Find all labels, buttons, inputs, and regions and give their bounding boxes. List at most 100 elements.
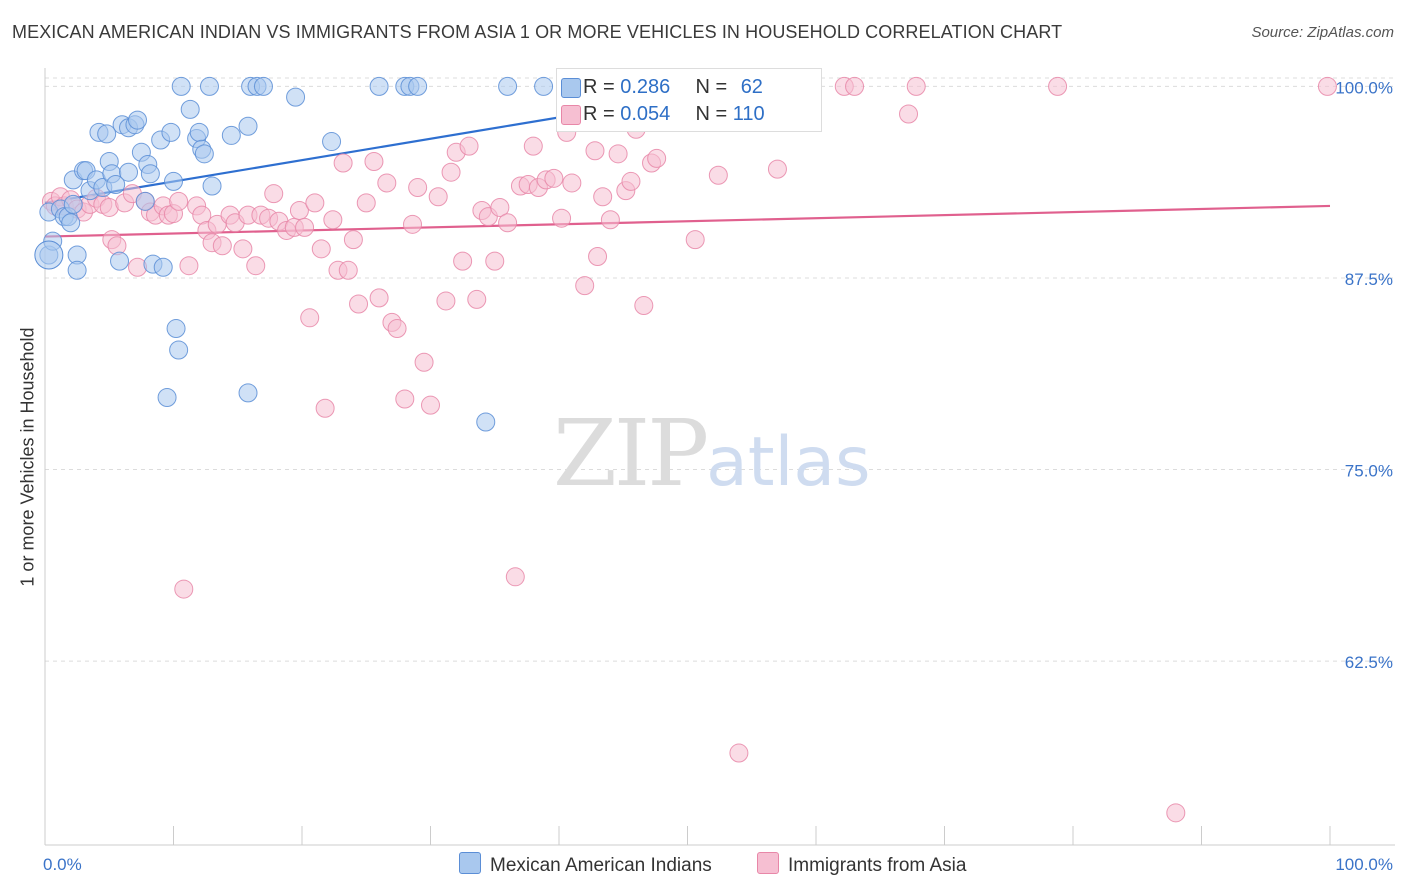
point-mexican-american-indians: [322, 132, 342, 152]
point-mexican-american-indians: [498, 76, 518, 96]
point-immigrants-from-asia: [647, 148, 667, 168]
point-immigrants-from-asia: [575, 276, 595, 296]
point-immigrants-from-asia: [233, 239, 253, 259]
point-immigrants-from-asia: [246, 256, 266, 276]
point-immigrants-from-asia: [459, 136, 479, 156]
point-immigrants-from-asia: [315, 398, 335, 418]
n-value: 62: [740, 76, 763, 98]
point-immigrants-from-asia: [369, 288, 389, 308]
point-immigrants-from-asia: [490, 197, 510, 217]
point-mexican-american-indians: [110, 251, 130, 271]
legend-item-mexican-american-indians[interactable]: Mexican American Indians: [459, 852, 712, 877]
point-immigrants-from-asia: [453, 251, 473, 271]
point-mexican-american-indians: [169, 340, 189, 360]
legend-label: Immigrants from Asia: [788, 855, 967, 876]
point-immigrants-from-asia: [485, 251, 505, 271]
point-immigrants-from-asia: [1166, 803, 1186, 823]
point-immigrants-from-asia: [523, 136, 543, 156]
point-immigrants-from-asia: [343, 230, 363, 250]
point-immigrants-from-asia: [349, 294, 369, 314]
point-mexican-american-indians: [202, 176, 222, 196]
data-points: [34, 76, 1337, 823]
point-immigrants-from-asia: [585, 141, 605, 161]
point-immigrants-from-asia: [305, 193, 325, 213]
point-mexican-american-indians: [369, 76, 389, 96]
point-immigrants-from-asia: [128, 257, 148, 277]
watermark-zip: ZIP: [553, 400, 709, 507]
stats-legend: R = 0.286 N = 62 R = 0.054 N = 110: [556, 68, 822, 132]
source-label: Source: ZipAtlas.com: [1251, 24, 1394, 41]
legend-label: Mexican American Indians: [490, 855, 712, 876]
point-immigrants-from-asia: [421, 395, 440, 415]
point-mexican-american-indians: [476, 412, 496, 432]
tick-labels: 62.5% 75.0% 87.5% 100.0% 0.0% 100.0%: [43, 78, 1393, 874]
point-mexican-american-indians: [61, 213, 81, 233]
legend-item-immigrants-from-asia[interactable]: Immigrants from Asia: [757, 852, 966, 877]
n-value: 110: [732, 103, 765, 125]
point-mexican-american-indians: [164, 171, 183, 191]
point-immigrants-from-asia: [364, 151, 384, 171]
point-mexican-american-indians: [238, 383, 258, 403]
x-tick-label: 0.0%: [43, 855, 82, 874]
r-value: 0.054: [620, 103, 671, 125]
point-immigrants-from-asia: [264, 184, 284, 204]
y-axis-label: 1 or more Vehicles in Household: [17, 327, 38, 587]
point-mexican-american-indians: [194, 144, 214, 164]
point-mexican-american-indians: [119, 162, 139, 182]
gridlines: [45, 77, 1395, 662]
point-mexican-american-indians: [97, 124, 117, 144]
r-label: R =: [583, 76, 615, 98]
r-value: 0.286: [620, 76, 671, 98]
y-tick-label: 100.0%: [1335, 78, 1393, 97]
point-mexican-american-indians: [157, 387, 177, 407]
point-immigrants-from-asia: [1048, 76, 1068, 96]
point-immigrants-from-asia: [338, 260, 358, 280]
point-mexican-american-indians: [135, 191, 155, 211]
point-immigrants-from-asia: [387, 319, 407, 339]
point-immigrants-from-asia: [295, 217, 315, 237]
point-immigrants-from-asia: [708, 165, 728, 185]
point-mexican-american-indians: [140, 164, 160, 184]
point-immigrants-from-asia: [414, 352, 434, 372]
point-immigrants-from-asia: [428, 187, 448, 207]
stats-row-immigrants-from-asia: R = 0.054 N = 110: [561, 103, 765, 126]
point-immigrants-from-asia: [767, 159, 787, 179]
n-label: N =: [695, 76, 728, 98]
legend-swatch-blue: [459, 852, 481, 874]
point-immigrants-from-asia: [588, 247, 608, 267]
point-immigrants-from-asia: [441, 162, 461, 182]
point-immigrants-from-asia: [593, 187, 613, 207]
point-mexican-american-indians: [180, 99, 200, 119]
point-immigrants-from-asia: [436, 291, 456, 311]
y-tick-label: 62.5%: [1345, 653, 1393, 672]
point-mexican-american-indians: [153, 257, 173, 277]
point-mexican-american-indians: [67, 260, 87, 280]
point-immigrants-from-asia: [552, 208, 572, 228]
point-immigrants-from-asia: [179, 256, 199, 276]
swatch-pink: [561, 105, 581, 125]
point-mexican-american-indians: [106, 174, 126, 194]
y-tick-label: 87.5%: [1345, 270, 1393, 289]
point-immigrants-from-asia: [845, 76, 865, 96]
point-immigrants-from-asia: [621, 171, 641, 191]
point-mexican-american-indians: [534, 76, 554, 96]
point-immigrants-from-asia: [729, 743, 749, 763]
point-immigrants-from-asia: [608, 144, 628, 164]
legend-swatch-pink: [757, 852, 779, 874]
point-immigrants-from-asia: [899, 104, 919, 124]
point-mexican-american-indians: [286, 87, 306, 107]
point-immigrants-from-asia: [498, 213, 518, 233]
r-label: R =: [583, 103, 615, 125]
point-immigrants-from-asia: [408, 178, 428, 198]
trend-line-immigrants-from-asia: [44, 204, 1331, 238]
point-mexican-american-indians: [63, 194, 83, 214]
chart-title: MEXICAN AMERICAN INDIAN VS IMMIGRANTS FR…: [12, 22, 1063, 42]
point-immigrants-from-asia: [600, 210, 620, 230]
point-immigrants-from-asia: [212, 236, 232, 256]
point-immigrants-from-asia: [311, 239, 331, 259]
point-immigrants-from-asia: [906, 76, 926, 96]
point-immigrants-from-asia: [323, 210, 343, 230]
point-mexican-american-indians-large: [34, 240, 64, 270]
point-immigrants-from-asia: [395, 389, 415, 409]
point-mexican-american-indians: [166, 319, 186, 339]
